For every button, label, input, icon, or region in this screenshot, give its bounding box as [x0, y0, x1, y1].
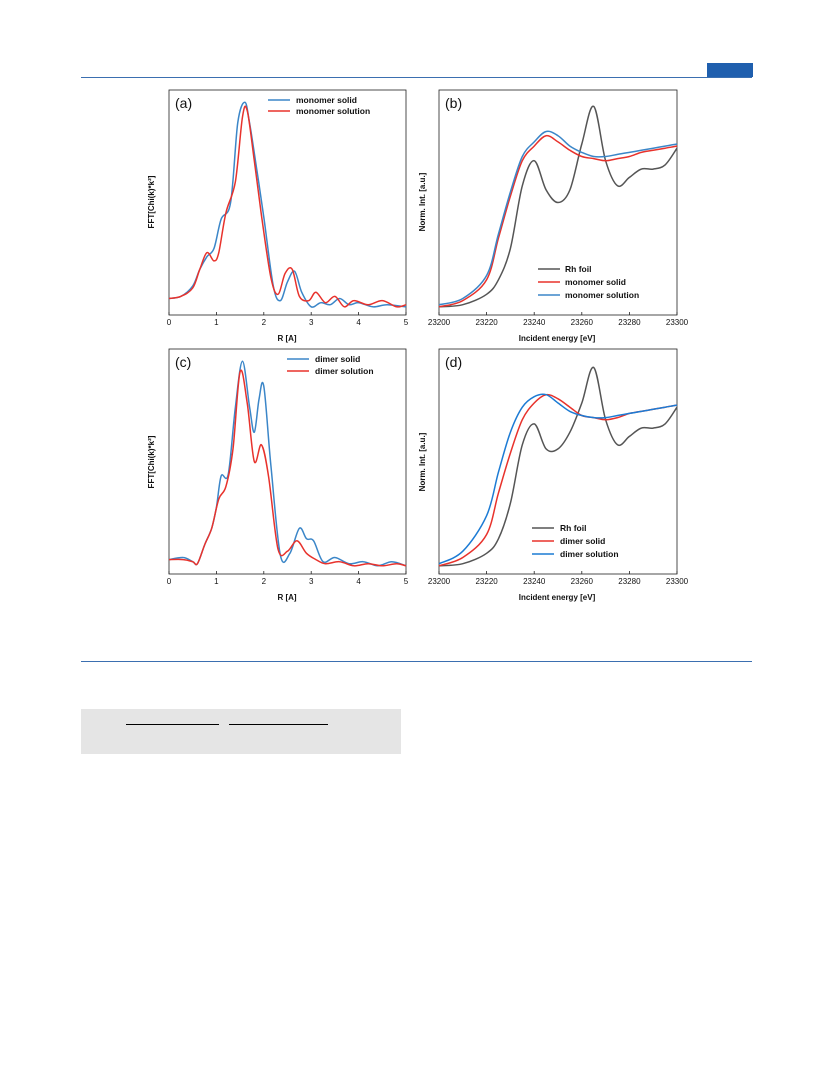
panel-c-legend: dimer solid dimer solution	[287, 354, 374, 376]
panel-b-legend: Rh foil monomer solid monomer solution	[538, 264, 639, 300]
x-tick-label: 23260	[571, 577, 594, 586]
x-tick-label: 4	[356, 577, 361, 586]
x-tick-label: 23200	[428, 577, 451, 586]
panel-c-xticks: 0 1 2 3 4 5	[167, 571, 409, 586]
series-line-dimer-solution	[438, 393, 678, 565]
panel-c-label: (c)	[175, 354, 191, 370]
x-tick-label: 23280	[618, 318, 641, 327]
legend-label-dimer-solid: dimer solid	[315, 354, 360, 364]
legend-label-monomer-solution: monomer solution	[296, 106, 370, 116]
x-tick-label: 5	[404, 577, 409, 586]
header-rule	[81, 77, 752, 78]
x-tick-label: 0	[167, 318, 172, 327]
panel-a-legend: monomer solid monomer solution	[268, 95, 370, 116]
panel-a-label: (a)	[175, 95, 192, 111]
series-line-rh-foil	[438, 366, 678, 567]
series-line-dimer-solid	[438, 393, 678, 567]
series-line-rh-foil	[438, 105, 678, 308]
x-tick-label: 23280	[618, 577, 641, 586]
panel-c-ylabel: FFT[Chi(k)*k²]	[147, 435, 156, 488]
x-tick-label: 4	[356, 318, 361, 327]
x-tick-label: 0	[167, 577, 172, 586]
header-page-tab	[707, 63, 753, 77]
x-tick-label: 3	[309, 577, 314, 586]
x-tick-label: 5	[404, 318, 409, 327]
x-tick-label: 23200	[428, 318, 451, 327]
series-line-monomer-solution	[438, 130, 678, 306]
panel-a-series	[168, 101, 407, 308]
panel-b-series	[438, 105, 678, 308]
panel-b-frame	[438, 89, 678, 316]
legend-label-dimer-solution: dimer solution	[315, 366, 374, 376]
panel-a-ylabel: FFT[Chi(k)*k²]	[147, 175, 156, 228]
panel-b: (b) 23200 23220 23240 23260 23280 23300 Incid…	[418, 89, 689, 343]
panel-c: (c) 0 1 2 3 4 5 R [A] FFT[Chi(k)*k²] dimer so…	[147, 348, 409, 602]
x-tick-label: 23240	[523, 577, 546, 586]
series-line-monomer-solution	[168, 105, 407, 308]
panel-a-frame	[168, 89, 407, 316]
panel-a: (a) 0 1 2 3 4 5 R [A] FFT[Chi(k)*k²] monomer …	[147, 89, 409, 343]
panel-d-xlabel: Incident energy [eV]	[519, 593, 596, 602]
legend-label-rh-foil-d: Rh foil	[560, 523, 586, 533]
panel-b-label: (b)	[445, 95, 462, 111]
legend-label-rh-foil: Rh foil	[565, 264, 591, 274]
panel-d-frame	[438, 348, 678, 575]
series-line-monomer-solid	[438, 134, 678, 308]
panel-a-xlabel: R [A]	[277, 334, 296, 343]
panel-c-xlabel: R [A]	[277, 593, 296, 602]
panel-d-ylabel: Norm. Int. [a.u.]	[418, 432, 427, 491]
series-line-monomer-solid	[168, 101, 407, 308]
footer-box	[81, 709, 401, 754]
x-tick-label: 1	[214, 318, 219, 327]
panel-d-legend: Rh foil dimer solid dimer solution	[532, 523, 619, 559]
legend-label-monomer-solution-b: monomer solution	[565, 290, 639, 300]
panel-c-frame	[168, 348, 407, 575]
panel-b-xlabel: Incident energy [eV]	[519, 334, 596, 343]
x-tick-label: 3	[309, 318, 314, 327]
footer-box-rule-2	[229, 724, 328, 725]
panel-b-xticks: 23200 23220 23240 23260 23280 23300	[428, 312, 689, 327]
x-tick-label: 23240	[523, 318, 546, 327]
panel-d-xticks: 23200 23220 23240 23260 23280 23300	[428, 571, 689, 586]
legend-label-dimer-solution-d: dimer solution	[560, 549, 619, 559]
x-tick-label: 23300	[666, 318, 689, 327]
series-line-dimer-solution	[168, 369, 407, 567]
legend-label-monomer-solid: monomer solid	[296, 95, 357, 105]
x-tick-label: 2	[262, 577, 267, 586]
figure-panels: (a) 0 1 2 3 4 5 R [A] FFT[Chi(k)*k²] monomer …	[147, 89, 689, 602]
panel-d-series	[438, 366, 678, 567]
panel-b-ylabel: Norm. Int. [a.u.]	[418, 172, 427, 231]
x-tick-label: 23300	[666, 577, 689, 586]
x-tick-label: 2	[262, 318, 267, 327]
x-tick-label: 23220	[475, 577, 498, 586]
footer-box-rule-1	[126, 724, 219, 725]
panel-c-series	[168, 360, 407, 567]
panel-d-label: (d)	[445, 354, 462, 370]
panel-a-xticks: 0 1 2 3 4 5	[167, 312, 409, 327]
x-tick-label: 23260	[571, 318, 594, 327]
legend-label-monomer-solid-b: monomer solid	[565, 277, 626, 287]
x-tick-label: 1	[214, 577, 219, 586]
legend-label-dimer-solid-d: dimer solid	[560, 536, 605, 546]
x-tick-label: 23220	[475, 318, 498, 327]
series-line-dimer-solid	[168, 360, 407, 567]
panel-d: (d) 23200 23220 23240 23260 23280 23300 Incid…	[418, 348, 689, 602]
section-rule	[81, 661, 752, 662]
